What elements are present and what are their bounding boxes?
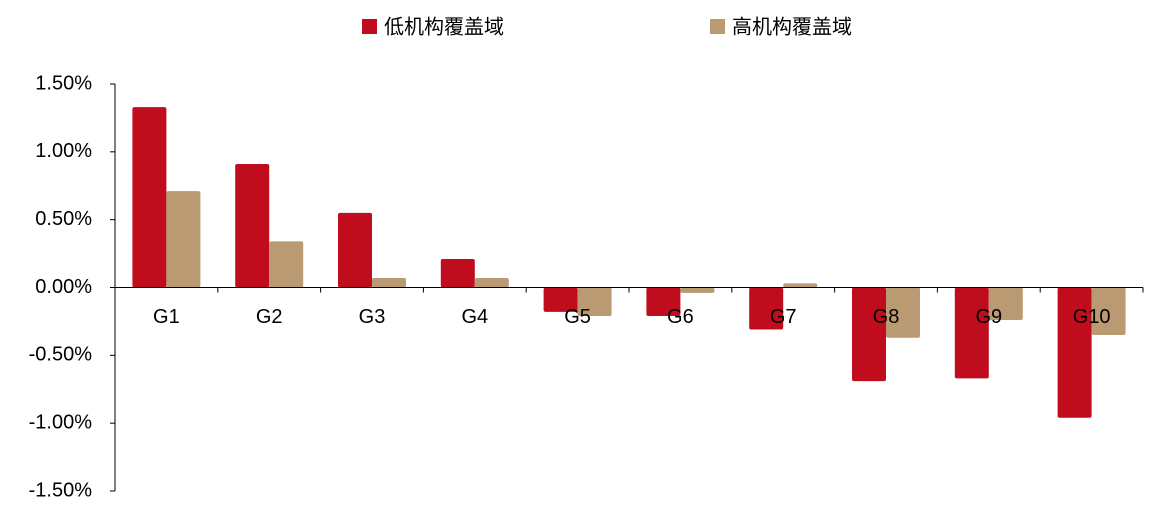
y-tick-label: -1.50%	[29, 479, 93, 501]
x-tick-label: G6	[667, 306, 694, 328]
bar	[1091, 287, 1126, 335]
bar	[543, 287, 578, 312]
legend-swatch	[362, 19, 377, 34]
bar	[954, 287, 989, 379]
y-tick-label: 0.50%	[35, 208, 92, 230]
bar	[852, 287, 886, 382]
y-tick-label: 0.00%	[35, 276, 92, 298]
x-tick-label: G7	[770, 306, 797, 328]
bar	[132, 107, 167, 288]
bar	[235, 164, 270, 288]
x-tick-label: G4	[461, 306, 488, 328]
x-tick-label: G9	[975, 306, 1002, 328]
bar	[338, 212, 372, 288]
x-tick-label: G1	[153, 306, 180, 328]
bar	[886, 287, 920, 338]
bar	[577, 287, 612, 316]
x-tick-label: G3	[359, 306, 386, 328]
y-tick-label: 1.50%	[35, 72, 92, 94]
bar	[783, 283, 818, 288]
legend-label: 低机构覆盖域	[384, 15, 504, 38]
x-tick-label: G2	[256, 306, 283, 328]
bar	[474, 278, 509, 288]
bar	[372, 278, 406, 288]
y-tick-label: -0.50%	[29, 344, 93, 366]
y-tick-label: 1.00%	[35, 140, 92, 162]
bar	[749, 287, 784, 330]
bar	[1057, 287, 1092, 418]
legend-label: 高机构覆盖域	[732, 15, 852, 38]
legend-swatch	[710, 19, 725, 34]
bar	[680, 287, 715, 293]
bar	[440, 259, 475, 288]
bar	[646, 287, 681, 316]
bar	[166, 191, 201, 288]
x-tick-label: G5	[564, 306, 591, 328]
bar	[269, 241, 304, 288]
x-tick-label: G10	[1073, 306, 1111, 328]
y-tick-label: -1.00%	[29, 411, 93, 433]
x-tick-label: G8	[873, 306, 900, 328]
bar	[988, 287, 1023, 321]
